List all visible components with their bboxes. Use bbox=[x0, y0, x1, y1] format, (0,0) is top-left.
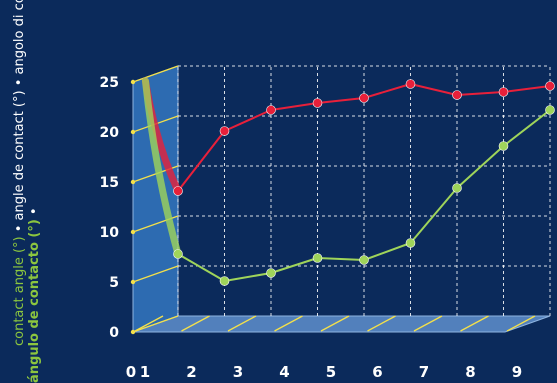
y-tick-dot bbox=[130, 329, 136, 335]
series-1-point bbox=[266, 268, 276, 278]
x-tick-label: 0 bbox=[126, 363, 136, 381]
y-tick-label: 20 bbox=[100, 125, 120, 141]
x-tick-label: 9 bbox=[512, 363, 522, 381]
x-tick-label: 1 bbox=[140, 363, 150, 381]
series-0-point bbox=[498, 87, 509, 97]
series-1-point bbox=[545, 105, 555, 115]
x-tick-label: 8 bbox=[465, 363, 475, 381]
floor-hatch bbox=[506, 315, 536, 332]
floor-hatch bbox=[274, 315, 303, 332]
y-tick-line bbox=[132, 315, 179, 333]
floor-hatch bbox=[367, 315, 396, 332]
series-0-point bbox=[452, 90, 462, 100]
y-tick-label: 25 bbox=[100, 75, 119, 91]
y-tick-dot bbox=[130, 79, 136, 85]
series-0-point bbox=[545, 81, 555, 91]
y-tick-label: 5 bbox=[109, 275, 119, 291]
series-1-ribbon bbox=[141, 77, 182, 258]
y-tick-dot bbox=[130, 129, 136, 135]
series-0-point bbox=[173, 186, 183, 196]
series-0-point bbox=[219, 126, 230, 136]
x-tick-label: 4 bbox=[279, 363, 289, 381]
y-axis-title-line-2: ángulo de contacto (°) • bbox=[27, 207, 42, 383]
y-tick-label: 15 bbox=[100, 175, 119, 191]
series-0-point bbox=[359, 93, 369, 103]
series-1-point bbox=[219, 276, 230, 286]
series-1-point bbox=[359, 255, 369, 265]
x-tick-label: 2 bbox=[186, 363, 196, 381]
x-tick-label: 3 bbox=[233, 363, 243, 381]
series-1-point bbox=[173, 249, 183, 259]
floor-hatch bbox=[460, 315, 489, 332]
y-tick-label: 0 bbox=[109, 325, 119, 341]
series-1-point bbox=[498, 141, 509, 151]
y-axis-title-separator: • bbox=[27, 207, 42, 220]
y-axis-title-secondary: • angle de contact (°) • angolo di conta… bbox=[12, 0, 27, 237]
x-tick-label: 6 bbox=[372, 363, 382, 381]
y-tick-line bbox=[132, 65, 179, 83]
y-tick-line bbox=[132, 265, 179, 283]
floor-hatch bbox=[134, 315, 164, 332]
x-tick-label: 7 bbox=[419, 363, 429, 381]
series-0-point bbox=[405, 79, 416, 89]
y-axis-title-line-1: contact angle (°) • angle de contact (°)… bbox=[12, 0, 27, 346]
y-axis-title-primary: contact angle (°) bbox=[12, 236, 27, 346]
floor-hatch bbox=[320, 315, 350, 332]
y-tick-dot bbox=[130, 279, 136, 285]
series-0-point bbox=[312, 98, 323, 108]
series-1-point bbox=[312, 253, 323, 263]
y-tick-dot bbox=[130, 229, 136, 235]
floor-hatch bbox=[413, 315, 443, 332]
floor-hatch bbox=[181, 315, 210, 332]
series-0-point bbox=[266, 105, 276, 115]
series-1-point bbox=[452, 183, 462, 193]
left-wall bbox=[132, 65, 179, 333]
x-tick-label: 5 bbox=[326, 363, 336, 381]
y-tick-label: 10 bbox=[100, 225, 120, 241]
y-tick-dot bbox=[130, 179, 136, 185]
series-1-point bbox=[405, 238, 416, 248]
y-axis-title-spanish: ángulo de contacto (°) bbox=[27, 219, 42, 383]
floor-hatch bbox=[227, 315, 257, 332]
